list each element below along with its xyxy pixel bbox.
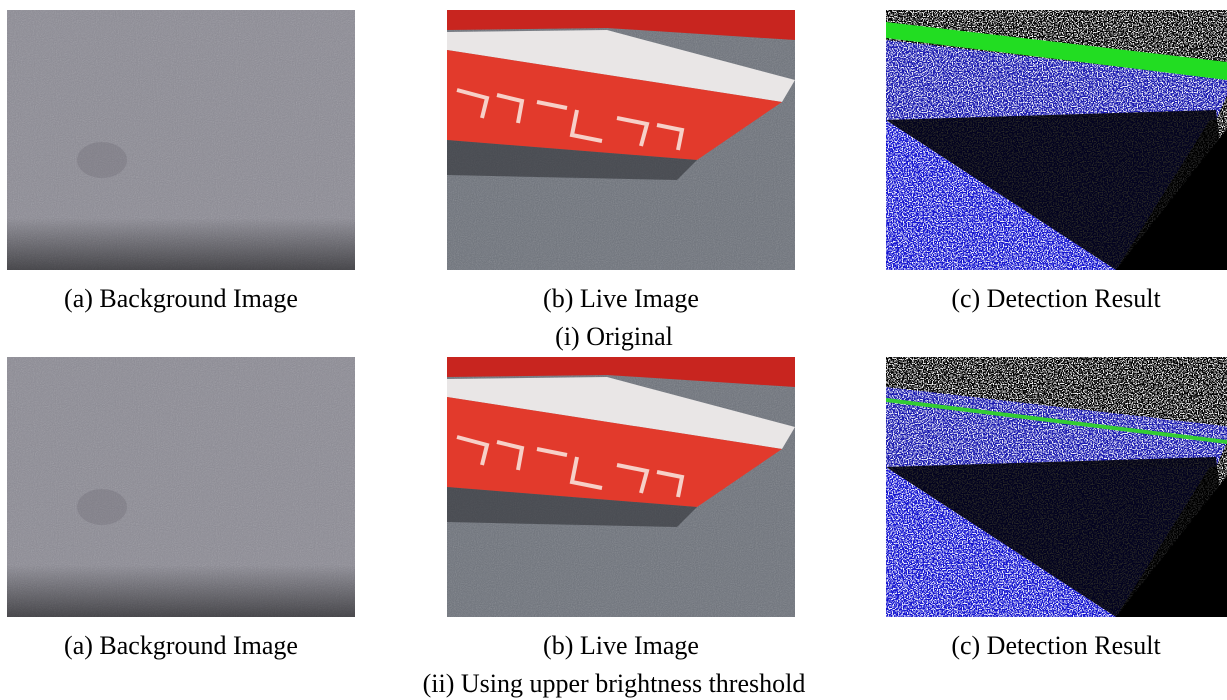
background-image (7, 10, 355, 270)
panel-label: (b) Live Image (543, 631, 699, 660)
panel-label: (a) Background Image (64, 284, 298, 313)
figure-page: (a) Background Image (b) Live Image (c) … (0, 0, 1227, 700)
figure: (a) Background Image (b) Live Image (c) … (0, 0, 1227, 700)
background-image (7, 357, 355, 617)
panel-label: (c) Detection Result (951, 631, 1161, 660)
panel-label: (a) Background Image (64, 631, 298, 660)
row-caption: (ii) Using upper brightness threshold (423, 669, 806, 698)
panel-label: (c) Detection Result (951, 284, 1161, 313)
live-image (447, 357, 795, 617)
panel-label: (b) Live Image (543, 284, 699, 313)
live-image (447, 10, 795, 270)
detection-image (886, 357, 1227, 617)
row-caption: (i) Original (555, 322, 673, 351)
